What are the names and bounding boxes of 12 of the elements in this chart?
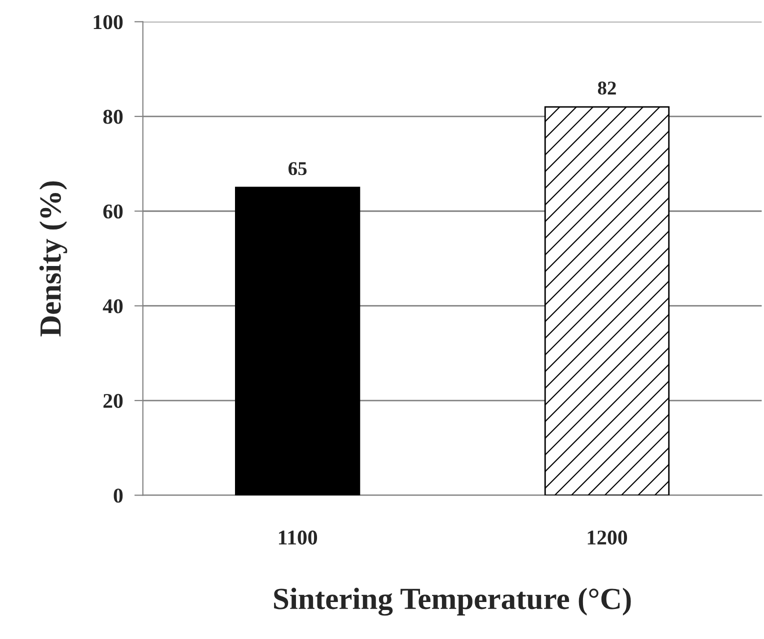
x-tick-label: 1100	[278, 530, 318, 545]
y-tick-label: 20	[103, 394, 123, 408]
x-tick-label: 1200	[588, 530, 628, 545]
y-tick-label: 0	[114, 488, 123, 503]
y-tick-label: 100	[94, 15, 123, 30]
data-label: 82	[598, 82, 616, 95]
y-tick-label: 60	[103, 204, 123, 219]
data-label: 65	[288, 162, 307, 176]
x-axis-title: Sintering Temperature (°C)	[274, 588, 631, 616]
y-tick-label: 80	[103, 110, 123, 124]
y-tick-label: 40	[102, 299, 123, 314]
y-axis-title: Density (%)	[39, 181, 68, 336]
